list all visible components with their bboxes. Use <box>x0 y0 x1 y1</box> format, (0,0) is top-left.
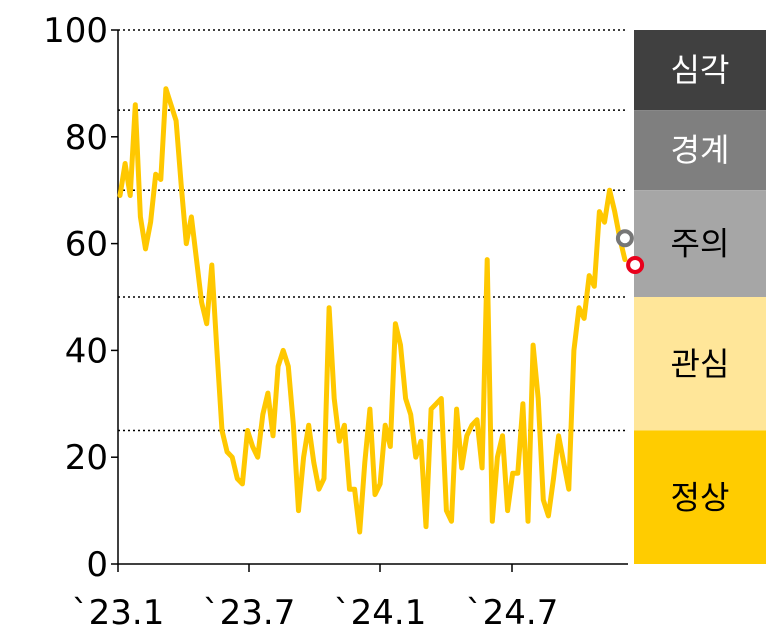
x-tick-label-2: `24.1 <box>334 593 427 633</box>
y-axis-ticks: 0 20 40 60 80 100 <box>43 11 118 585</box>
band-label-1: 경계 <box>671 131 730 169</box>
band-3 <box>634 297 766 431</box>
band-label-0: 심각 <box>671 51 730 89</box>
series-line-0 <box>117 86 628 535</box>
series-lines <box>117 86 628 535</box>
y-tick-label-1: 20 <box>65 438 108 478</box>
y-tick-label-3: 60 <box>65 225 108 265</box>
x-axis-ticks: `23.1 `23.7 `24.1 `24.7 <box>72 564 559 633</box>
band-2 <box>634 190 766 297</box>
band-4 <box>634 430 766 564</box>
y-tick-label-0: 0 <box>86 545 108 585</box>
x-tick-label-1: `23.7 <box>203 593 296 633</box>
end-markers <box>615 229 645 274</box>
marker-0 <box>615 229 634 248</box>
x-tick-label-3: `24.7 <box>466 593 559 633</box>
y-tick-label-5: 100 <box>43 11 108 51</box>
marker-1 <box>626 255 645 274</box>
band-0 <box>634 30 766 111</box>
band-label-4: 정상 <box>671 478 730 516</box>
axes <box>117 30 628 565</box>
x-tick-label-0: `23.1 <box>72 593 165 633</box>
band-label-2: 주의 <box>671 225 730 263</box>
y-tick-label-2: 40 <box>65 331 108 371</box>
band-label-3: 관심 <box>671 345 730 383</box>
y-tick-label-4: 80 <box>65 118 108 158</box>
band-1 <box>634 110 766 191</box>
